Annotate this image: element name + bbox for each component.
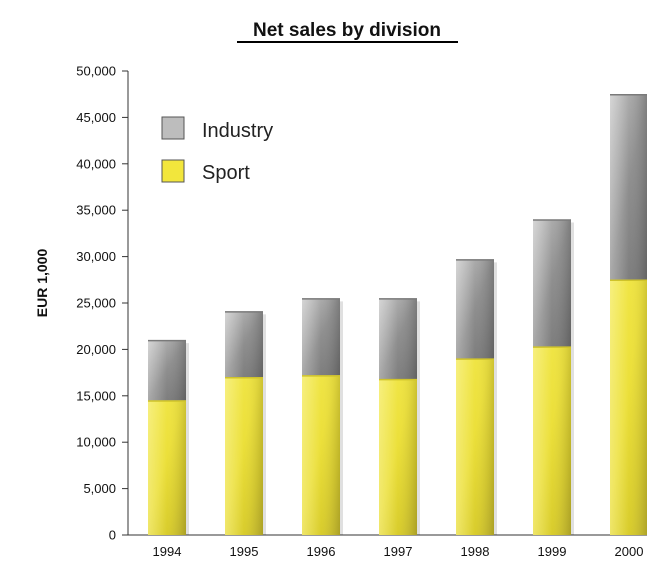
bars: [148, 93, 647, 536]
bar-sport-sheen: [225, 377, 263, 535]
bar-shadow: [571, 222, 574, 536]
y-tick-label: 45,000: [76, 110, 116, 125]
bar-industry-sheen: [379, 298, 417, 380]
x-tick-label: 2000: [615, 544, 644, 559]
legend: Industry Sport: [161, 116, 273, 184]
x-tick-label: 1998: [461, 544, 490, 559]
y-tick-label: 50,000: [76, 64, 116, 79]
bar-industry-sheen: [302, 298, 340, 376]
y-tick-label: 5,000: [83, 481, 116, 496]
x-tick-label: 1995: [230, 544, 259, 559]
bar-sport-sheen: [302, 375, 340, 535]
bar-sport-sheen: [148, 400, 186, 535]
bar-sport-sheen: [456, 358, 494, 535]
bar-industry-sheen: [610, 94, 647, 280]
bar-industry-sheen: [225, 311, 263, 378]
legend-swatch-sport: [161, 159, 185, 183]
bar-industry-sheen: [148, 340, 186, 401]
legend-swatch-industry: [161, 116, 185, 140]
y-tick-label: 30,000: [76, 249, 116, 264]
y-axis-label: EUR 1,000: [34, 249, 50, 318]
x-tick-label: 1999: [538, 544, 567, 559]
legend-label-industry: Industry: [202, 120, 273, 142]
y-tick-label: 35,000: [76, 203, 116, 218]
bar-sport-sheen: [533, 346, 571, 535]
x-axis: 1994 1995 1996 1997 1998 1999 2000: [128, 534, 647, 559]
bar-shadow: [263, 314, 266, 535]
y-axis: 0 5,000 10,000 15,000 20,000 25,000 30,000 35,0…: [76, 64, 129, 543]
bar-industry-sheen: [533, 219, 571, 347]
bar-shadow: [186, 343, 189, 535]
x-tick-label: 1997: [384, 544, 413, 559]
y-tick-label: 0: [109, 528, 116, 543]
y-tick-label: 15,000: [76, 388, 116, 403]
legend-label-sport: Sport: [202, 162, 250, 184]
y-tick-label: 10,000: [76, 435, 116, 450]
bar-shadow: [494, 262, 497, 535]
x-tick-label: 1996: [307, 544, 336, 559]
x-tick-label: 1994: [153, 544, 182, 559]
y-tick-label: 20,000: [76, 342, 116, 357]
bar-industry-sheen: [456, 259, 494, 359]
chart-title: Net sales by division: [253, 20, 441, 41]
y-tick-label: 25,000: [76, 296, 116, 311]
bar-sport-sheen: [610, 279, 647, 535]
bar-shadow: [340, 301, 343, 535]
bar-sport-sheen: [379, 379, 417, 535]
y-tick-label: 40,000: [76, 156, 116, 171]
bar-shadow: [417, 301, 420, 535]
